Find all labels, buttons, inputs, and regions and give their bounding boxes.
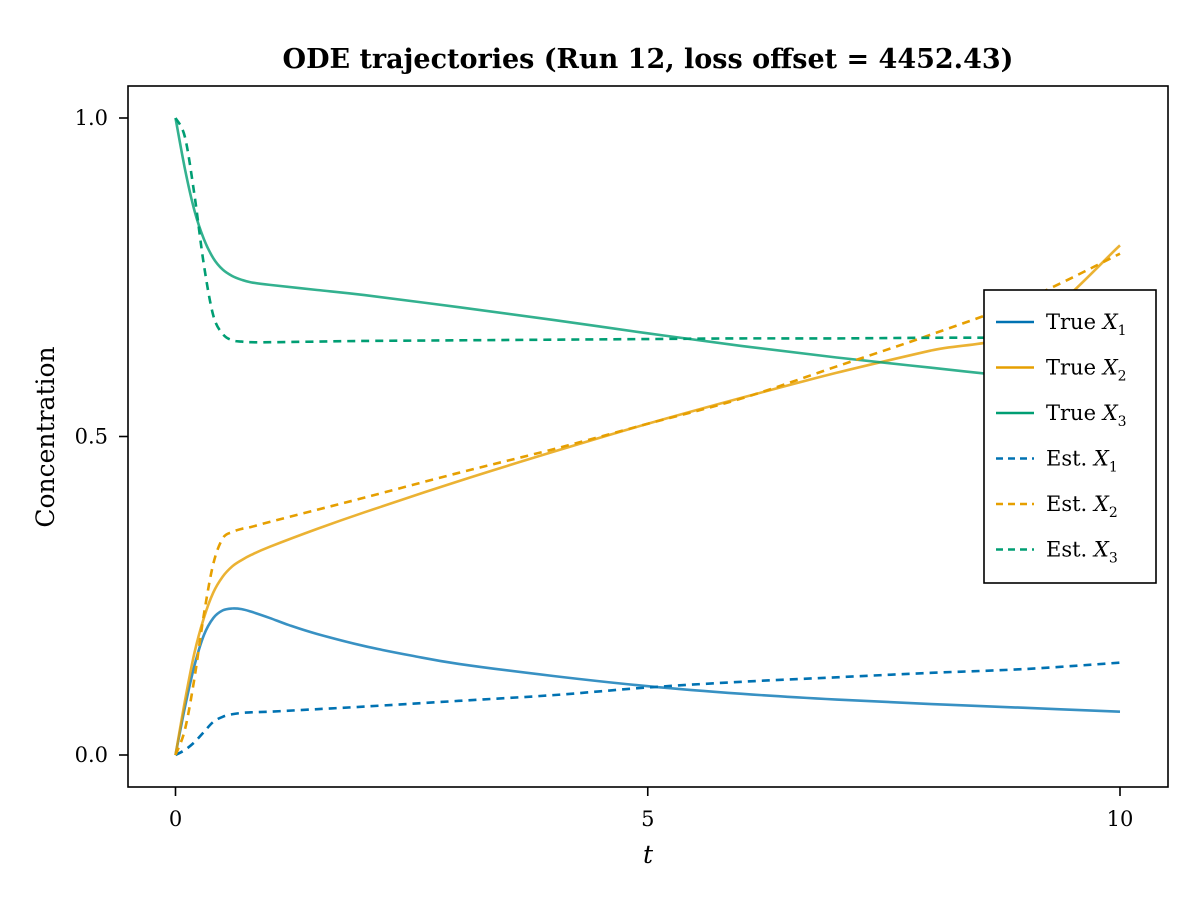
- series-line-5: [174, 252, 1121, 756]
- legend-entry: True X1: [1046, 310, 1127, 339]
- plot-area: [174, 117, 1121, 757]
- legend-entry: True X2: [1046, 356, 1127, 385]
- series-line-2: [174, 244, 1121, 756]
- series-line-4: [174, 661, 1121, 757]
- y-tick-label: 0.5: [75, 425, 108, 449]
- x-tick-label: 5: [641, 807, 654, 831]
- legend-entry: True X3: [1046, 401, 1127, 430]
- chart-title: ODE trajectories (Run 12, loss offset = …: [283, 44, 1014, 75]
- axes-ticks: 0 5 10 0.0 0.5 1.0: [75, 106, 1134, 831]
- y-axis-label: Concentration: [31, 346, 60, 527]
- x-tick-label: 10: [1107, 807, 1134, 831]
- legend-entry: Est. X3: [1046, 538, 1118, 567]
- series-line-3: [174, 117, 1121, 389]
- series-line-1: [174, 607, 1121, 756]
- x-axis-label: t: [643, 840, 654, 869]
- y-tick-label: 0.0: [75, 743, 108, 767]
- y-tick-label: 1.0: [75, 106, 108, 130]
- series-line-6: [174, 117, 1120, 344]
- legend: True X1 True X2 True X3 Est. X1 Est. X2 Est. …: [983, 289, 1157, 584]
- legend-entry: Est. X1: [1046, 447, 1118, 476]
- legend-entry: Est. X2: [1046, 492, 1118, 521]
- legend-box: [983, 289, 1157, 584]
- x-tick-label: 0: [169, 807, 182, 831]
